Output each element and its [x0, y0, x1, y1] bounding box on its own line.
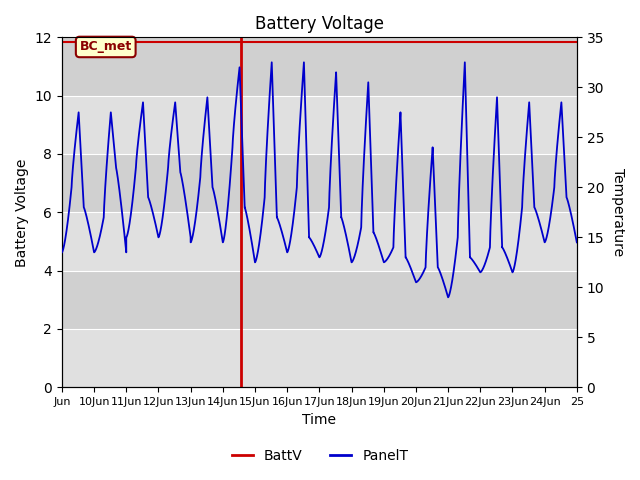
Bar [62, 96, 577, 154]
Bar [62, 329, 577, 387]
X-axis label: Time: Time [302, 413, 337, 427]
Bar [62, 212, 577, 271]
Bar [62, 37, 577, 96]
Y-axis label: Temperature: Temperature [611, 168, 625, 256]
Legend: BattV, PanelT: BattV, PanelT [226, 443, 414, 468]
Bar [62, 271, 577, 329]
Title: Battery Voltage: Battery Voltage [255, 15, 384, 33]
Y-axis label: Battery Voltage: Battery Voltage [15, 158, 29, 266]
Bar [62, 154, 577, 212]
Text: BC_met: BC_met [79, 40, 132, 53]
